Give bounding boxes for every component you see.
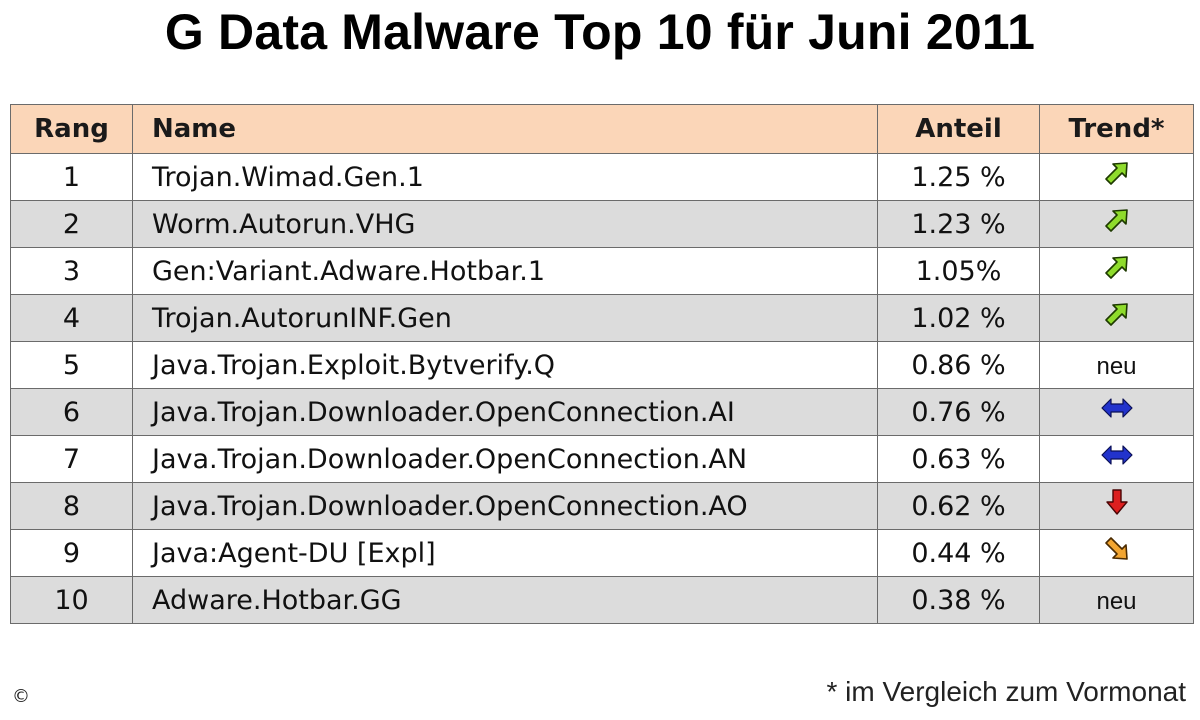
row-trend (1039, 529, 1194, 577)
row-share: 0.44 % (877, 529, 1040, 577)
table-row: 8 Java.Trojan.Downloader.OpenConnection.A… (10, 482, 1194, 530)
table-row: 4 Trojan.AutorunINF.Gen 1.02 % (10, 294, 1194, 342)
row-share: 0.62 % (877, 482, 1040, 530)
row-share: 0.38 % (877, 576, 1040, 624)
row-share: 0.86 % (877, 341, 1040, 389)
trend-down-icon (1105, 489, 1129, 522)
table-row: 2 Worm.Autorun.VHG 1.23 % (10, 200, 1194, 248)
row-rank: 4 (10, 294, 133, 342)
row-trend (1039, 200, 1194, 248)
trend-new-label: neu (1096, 587, 1137, 615)
table-row: 9 Java:Agent-DU [Expl] 0.44 % (10, 529, 1194, 577)
trend-same-icon (1100, 444, 1134, 475)
row-trend: neu (1039, 341, 1194, 389)
row-share: 1.23 % (877, 200, 1040, 248)
header-trend: Trend* (1039, 104, 1194, 154)
row-trend (1039, 435, 1194, 483)
row-name: Java.Trojan.Downloader.OpenConnection.AO (132, 482, 878, 530)
table-row: 7 Java.Trojan.Downloader.OpenConnection.A… (10, 435, 1194, 483)
row-name: Java.Trojan.Exploit.Bytverify.Q (132, 341, 878, 389)
trend-up-icon (1103, 303, 1131, 334)
row-trend (1039, 247, 1194, 295)
row-name: Java.Trojan.Downloader.OpenConnection.AI (132, 388, 878, 436)
table-row: 3 Gen:Variant.Adware.Hotbar.1 1.05% (10, 247, 1194, 295)
trend-up-icon (1103, 162, 1131, 193)
row-name: Worm.Autorun.VHG (132, 200, 878, 248)
table-row: 10 Adware.Hotbar.GG 0.38 % neu (10, 576, 1194, 624)
row-rank: 6 (10, 388, 133, 436)
row-share: 1.25 % (877, 153, 1040, 201)
header-share: Anteil (877, 104, 1040, 154)
row-name: Trojan.AutorunINF.Gen (132, 294, 878, 342)
header-rank: Rang (10, 104, 133, 154)
table-row: 1 Trojan.Wimad.Gen.1 1.25 % (10, 153, 1194, 201)
row-rank: 8 (10, 482, 133, 530)
row-rank: 3 (10, 247, 133, 295)
footnote: * im Vergleich zum Vormonat (826, 676, 1187, 707)
table-row: 5 Java.Trojan.Exploit.Bytverify.Q 0.86 % ne… (10, 341, 1194, 389)
row-rank: 9 (10, 529, 133, 577)
row-trend (1039, 153, 1194, 201)
row-rank: 10 (10, 576, 133, 624)
copyright-mark: © (12, 686, 30, 707)
row-trend (1039, 294, 1194, 342)
table-row: 6 Java.Trojan.Downloader.OpenConnection.A… (10, 388, 1194, 436)
malware-table: Rang Name Anteil Trend* 1 Trojan.Wimad.Ge… (10, 104, 1194, 624)
row-name: Gen:Variant.Adware.Hotbar.1 (132, 247, 878, 295)
row-rank: 2 (10, 200, 133, 248)
page-title: G Data Malware Top 10 für Juni 2011 (164, 4, 1036, 60)
row-trend (1039, 388, 1194, 436)
row-name: Java:Agent-DU [Expl] (132, 529, 878, 577)
trend-same-icon (1100, 397, 1134, 428)
row-share: 0.76 % (877, 388, 1040, 436)
row-share: 0.63 % (877, 435, 1040, 483)
header-name: Name (132, 104, 878, 154)
row-trend: neu (1039, 576, 1194, 624)
trend-up-icon (1103, 209, 1131, 240)
table-header-row: Rang Name Anteil Trend* (10, 104, 1194, 154)
row-name: Trojan.Wimad.Gen.1 (132, 153, 878, 201)
row-rank: 7 (10, 435, 133, 483)
row-rank: 1 (10, 153, 133, 201)
row-share: 1.05% (877, 247, 1040, 295)
row-trend (1039, 482, 1194, 530)
row-name: Java.Trojan.Downloader.OpenConnection.AN (132, 435, 878, 483)
row-name: Adware.Hotbar.GG (132, 576, 878, 624)
trend-down-right-icon (1103, 537, 1131, 569)
row-rank: 5 (10, 341, 133, 389)
trend-new-label: neu (1096, 352, 1137, 380)
row-share: 1.02 % (877, 294, 1040, 342)
table-body: 1 Trojan.Wimad.Gen.1 1.25 % 2 Worm.Autorun.V… (10, 153, 1194, 624)
trend-up-icon (1103, 256, 1131, 287)
